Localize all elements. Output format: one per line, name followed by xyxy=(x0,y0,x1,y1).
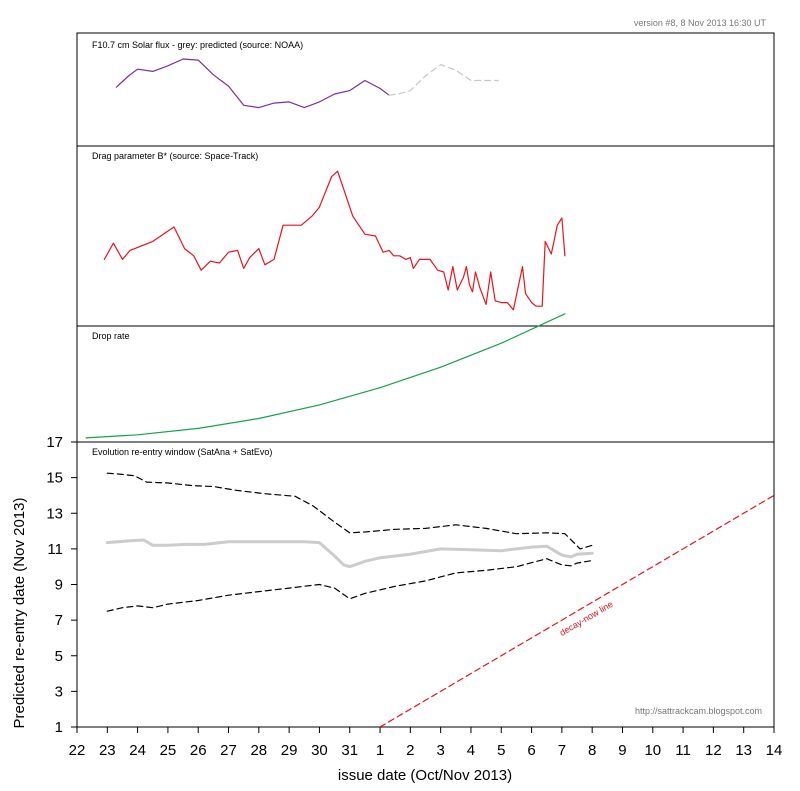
series-line-3-0 xyxy=(106,472,593,550)
x-tick-label: 31 xyxy=(341,742,358,759)
y-tick-label: 13 xyxy=(46,505,63,522)
x-tick-label: 24 xyxy=(129,742,146,759)
series-line-0-1 xyxy=(388,63,499,96)
x-tick-label: 12 xyxy=(705,742,722,759)
reentry-title: Evolution re-entry window (SatAna + SatE… xyxy=(92,447,272,457)
panel-frame-drag xyxy=(76,145,775,327)
series-line-3-2 xyxy=(106,558,593,612)
y-tick-label: 17 xyxy=(46,434,63,451)
x-tick-label: 11 xyxy=(675,742,691,759)
x-tick-label: 8 xyxy=(588,742,596,759)
credit-text: http://sattrackcam.blogspot.com xyxy=(635,706,762,716)
drag-title: Drag parameter B* (source: Space-Track) xyxy=(92,151,258,161)
decay-now-label: decay-now line xyxy=(558,599,615,638)
x-axis-label: issue date (Oct/Nov 2013) xyxy=(338,767,512,784)
x-tick-label: 13 xyxy=(735,742,752,759)
x-tick-label: 22 xyxy=(69,742,86,759)
x-tick-label: 23 xyxy=(99,742,116,759)
series-layer xyxy=(85,58,775,728)
series-line-3-1 xyxy=(105,538,594,569)
x-tick-label: 30 xyxy=(311,742,328,759)
x-tick-label: 10 xyxy=(644,742,661,759)
series-line-2-0 xyxy=(85,313,566,439)
x-tick-label: 1 xyxy=(376,742,384,759)
x-tick-label: 27 xyxy=(220,742,237,759)
y-tick-label: 1 xyxy=(55,719,63,736)
x-tick-label: 3 xyxy=(436,742,444,759)
x-tick-label: 5 xyxy=(497,742,505,759)
y-tick-label: 11 xyxy=(47,541,63,558)
y-tick-label: 3 xyxy=(55,683,63,700)
version-note: version #8, 8 Nov 2013 16:30 UT xyxy=(634,18,767,28)
x-tick-label: 25 xyxy=(160,742,177,759)
x-tick-label: 2 xyxy=(406,742,414,759)
solar-flux-title: F10.7 cm Solar flux - grey: predicted (s… xyxy=(92,40,303,50)
y-tick-label: 7 xyxy=(55,612,63,629)
panel-frame-drop-rate xyxy=(76,325,775,443)
x-tick-label: 9 xyxy=(618,742,626,759)
x-tick-label: 28 xyxy=(250,742,267,759)
x-tick-label: 7 xyxy=(558,742,566,759)
y-tick-label: 5 xyxy=(55,648,63,665)
y-axis-label: Predicted re-entry date (Nov 2013) xyxy=(11,498,28,729)
series-line-0-0 xyxy=(115,58,390,109)
x-tick-label: 29 xyxy=(281,742,298,759)
series-line-3-3 xyxy=(379,494,775,728)
x-tick-label: 6 xyxy=(527,742,535,759)
x-tick-label: 14 xyxy=(766,742,783,759)
x-tick-label: 4 xyxy=(467,742,475,759)
drop-rate-title: Drop rate xyxy=(92,331,130,341)
y-tick-label: 9 xyxy=(55,577,63,594)
x-tick-label: 26 xyxy=(190,742,207,759)
series-line-1-0 xyxy=(103,170,566,311)
y-tick-label: 15 xyxy=(46,470,63,487)
